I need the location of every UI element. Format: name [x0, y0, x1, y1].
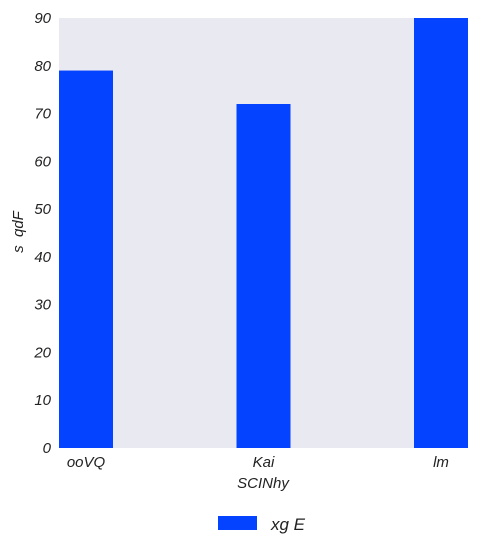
bar	[59, 70, 113, 449]
legend-swatch	[218, 516, 257, 530]
bars	[59, 18, 468, 449]
y-axis-ticks: 0 10 20 30 40 50 60 70 80 90	[33, 10, 51, 457]
x-tick-label: lm	[433, 454, 449, 471]
x-axis-ticks: ooVQ Kai lm	[67, 454, 449, 471]
y-tick-label: 0	[43, 440, 52, 457]
y-tick-label: 60	[34, 153, 51, 170]
y-tick-label: 80	[34, 58, 51, 75]
bar	[414, 18, 468, 448]
y-tick-label: 30	[34, 297, 51, 314]
y-tick-label: 70	[34, 106, 51, 123]
y-axis-title: s qdF	[10, 210, 27, 253]
y-tick-label: 20	[33, 344, 51, 361]
bar	[236, 104, 291, 448]
x-axis-title: SCINhy	[237, 475, 290, 492]
x-tick-label: ooVQ	[67, 454, 106, 471]
y-tick-label: 10	[34, 392, 51, 409]
x-tick-label: Kai	[253, 454, 275, 471]
y-tick-label: 90	[34, 10, 51, 27]
y-tick-label: 40	[34, 249, 51, 266]
legend: xg E	[218, 515, 306, 534]
legend-label: xg E	[270, 515, 306, 534]
y-tick-label: 50	[34, 201, 51, 218]
